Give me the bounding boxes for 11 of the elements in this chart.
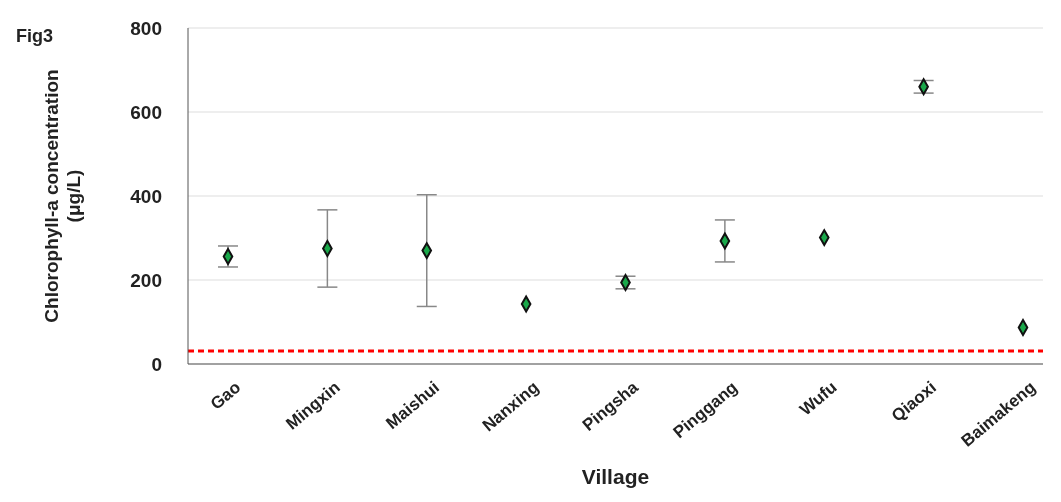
x-axis-title: Village [581, 465, 650, 488]
y-tick-label: 600 [130, 101, 162, 123]
y-tick-label: 200 [130, 269, 162, 291]
y-axis-title: Chlorophyll-a concentration (μg/L) [41, 69, 84, 323]
caption: Fig3 [16, 26, 54, 47]
y-tick-label: 800 [130, 17, 162, 39]
y-tick-label: 0 [151, 353, 162, 375]
x-tick-label: Gao [206, 377, 245, 414]
point [222, 248, 234, 265]
point [1017, 319, 1029, 336]
y-tick-label: 400 [130, 185, 162, 207]
